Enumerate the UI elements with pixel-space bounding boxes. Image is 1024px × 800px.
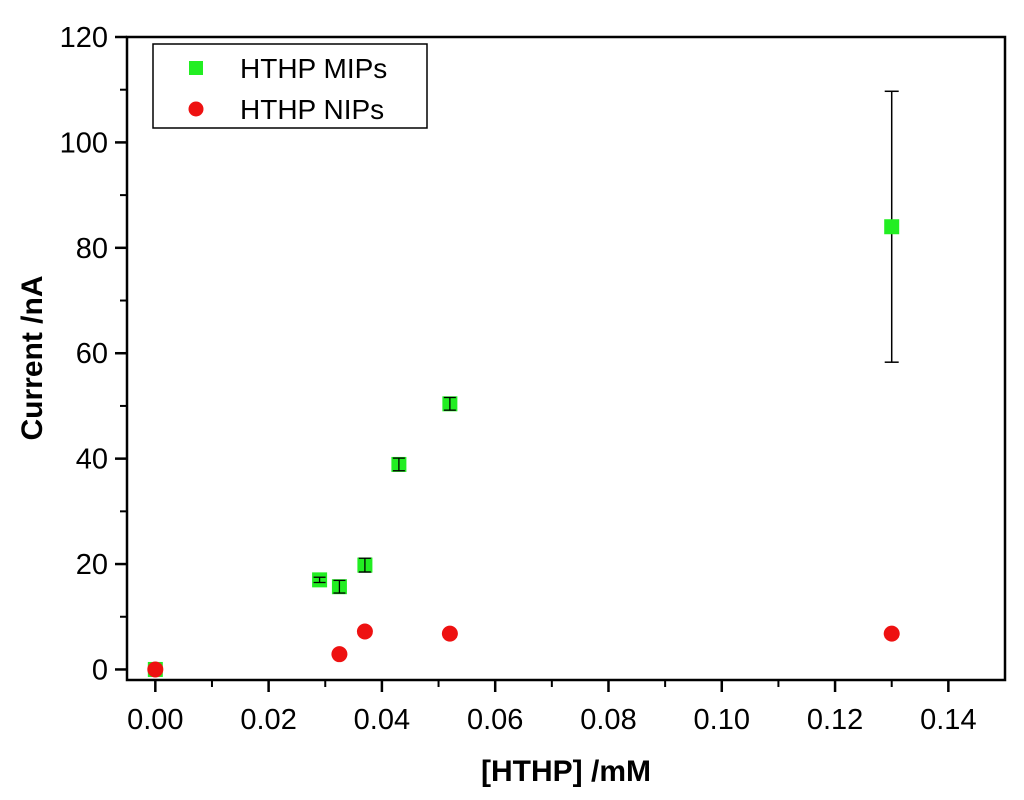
mips-point xyxy=(884,219,900,235)
data-marks xyxy=(147,90,900,678)
legend-nips-label: HTHP NIPs xyxy=(240,94,384,125)
nips-point xyxy=(331,646,348,663)
axis-ticks: 0.00 0.02 0.04 0.06 0.08 0.10 0.12 0.14 0 20 40 60 8… xyxy=(60,22,977,736)
y-tick-label: 0 xyxy=(92,654,108,686)
x-tick-label: 0.10 xyxy=(694,704,750,736)
y-tick-label: 80 xyxy=(76,233,108,265)
y-tick-label: 120 xyxy=(60,22,108,54)
plot-frame xyxy=(125,35,1007,682)
nips-point xyxy=(147,661,164,678)
x-tick-label: 0.02 xyxy=(240,704,296,736)
x-tick-label: 0.14 xyxy=(920,704,976,736)
nips-point xyxy=(441,625,458,642)
legend-mips-label: HTHP MIPs xyxy=(240,53,387,84)
legend-nips-marker-icon xyxy=(188,101,204,117)
x-axis-title: [HTHP] /mM xyxy=(481,755,651,788)
y-axis-title: Current /nA xyxy=(16,276,49,441)
x-tick-label: 0.12 xyxy=(807,704,863,736)
x-tick-label: 0.06 xyxy=(467,704,523,736)
x-tick-label: 0.04 xyxy=(354,704,410,736)
x-tick-label: 0.08 xyxy=(580,704,636,736)
y-tick-label: 60 xyxy=(76,338,108,370)
nips-point xyxy=(356,623,373,640)
y-tick-label: 20 xyxy=(76,549,108,581)
y-tick-label: 100 xyxy=(60,127,108,159)
y-tick-label: 40 xyxy=(76,444,108,476)
legend: HTHP MIPs HTHP NIPs xyxy=(152,43,428,129)
nips-point xyxy=(883,625,900,642)
x-tick-label: 0.00 xyxy=(127,704,183,736)
legend-mips-marker-icon xyxy=(189,61,203,75)
